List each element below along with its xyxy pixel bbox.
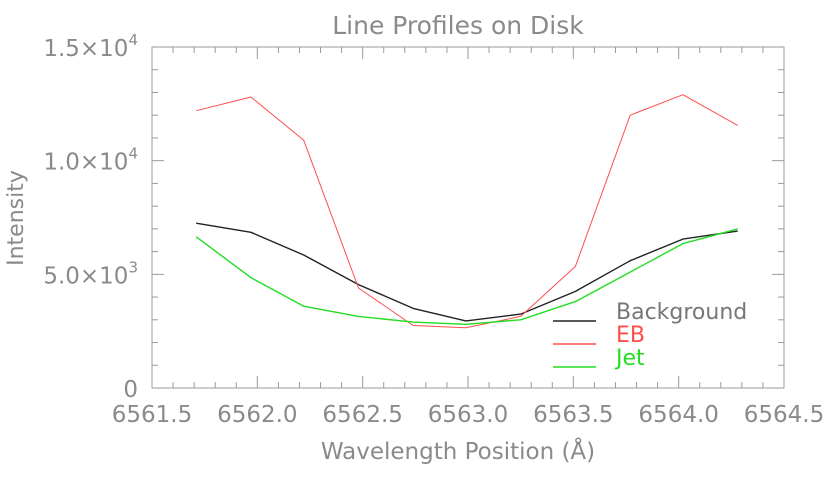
legend-label-jet: Jet — [614, 346, 645, 371]
series-line-background — [196, 222, 738, 322]
x-tick-label: 6563.5 — [533, 402, 613, 428]
legend-label-eb: EB — [616, 323, 645, 348]
x-axis-label: Wavelength Position (Å) — [321, 437, 595, 465]
x-tick-label: 6562.5 — [322, 402, 402, 428]
series-line-jet — [195, 228, 738, 325]
x-axis-ticks: 6561.5 6562.0 6562.5 6563.0 6563.5 6564.0 6564… — [112, 47, 824, 428]
y-tick-label: 0 — [123, 377, 138, 403]
y-axis-ticks: 0 5.0×103 1.0×104 1.5×104 — [43, 31, 784, 403]
x-tick-label: 6562.0 — [217, 402, 297, 428]
series-lines — [195, 94, 738, 329]
x-tick-label: 6563.0 — [428, 402, 508, 428]
legend-label-background: Background — [616, 300, 747, 325]
chart-title: Line Profiles on Disk — [332, 11, 584, 40]
y-tick-label: 1.5×104 — [43, 31, 138, 62]
y-tick-label: 1.0×104 — [43, 145, 138, 176]
x-tick-label: 6561.5 — [112, 402, 192, 428]
x-tick-label: 6564.0 — [638, 402, 718, 428]
series-line-eb — [196, 94, 738, 329]
x-tick-label: 6564.5 — [744, 402, 824, 428]
y-axis-label: Intensity — [4, 170, 29, 266]
y-tick-label: 5.0×103 — [43, 258, 138, 289]
